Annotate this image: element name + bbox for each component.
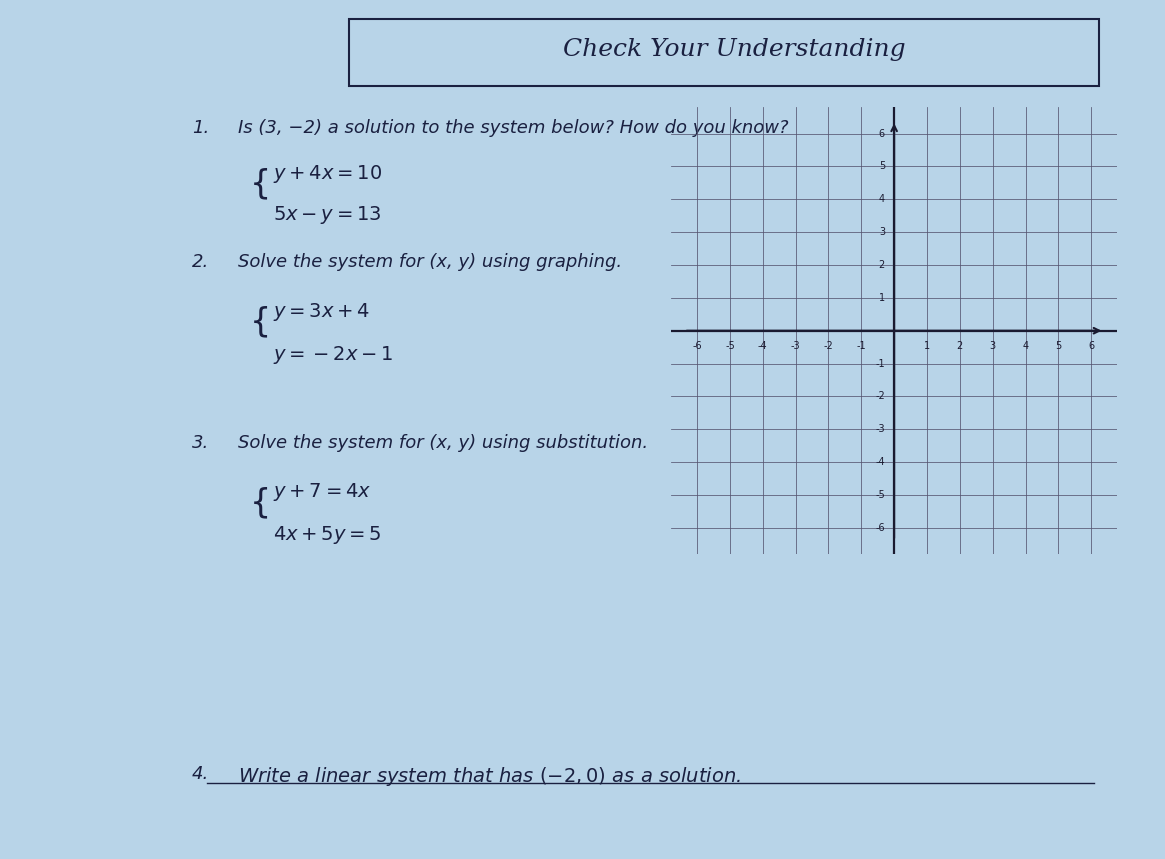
Text: {: {	[250, 168, 271, 200]
Text: $y + 7 = 4x$: $y + 7 = 4x$	[273, 481, 372, 503]
Text: $4x + 5y = 5$: $4x + 5y = 5$	[273, 524, 382, 546]
Text: -1: -1	[875, 358, 885, 369]
Text: 2: 2	[956, 341, 963, 351]
Text: {: {	[250, 486, 271, 519]
Text: Is (3, −2) a solution to the system below? How do you know?: Is (3, −2) a solution to the system belo…	[238, 119, 788, 137]
Text: 2: 2	[878, 260, 885, 270]
Text: -3: -3	[791, 341, 800, 351]
Text: 5: 5	[878, 161, 885, 172]
Text: 1: 1	[924, 341, 930, 351]
Text: $y + 4x = 10$: $y + 4x = 10$	[273, 163, 382, 186]
Text: -3: -3	[875, 424, 885, 435]
Text: -2: -2	[824, 341, 833, 351]
Text: -5: -5	[875, 490, 885, 500]
Text: 6: 6	[878, 129, 885, 138]
Text: {: {	[250, 306, 271, 338]
Text: -6: -6	[875, 523, 885, 533]
Text: 2.: 2.	[192, 253, 210, 271]
Text: 3: 3	[989, 341, 996, 351]
Text: Write a linear system that has $(-2,0)$ as a solution.: Write a linear system that has $(-2,0)$ …	[238, 765, 741, 788]
Text: -4: -4	[875, 457, 885, 467]
Text: Solve the system for (x, y) using graphing.: Solve the system for (x, y) using graphi…	[238, 253, 622, 271]
Text: 4: 4	[878, 194, 885, 204]
Text: $y = 3x + 4$: $y = 3x + 4$	[273, 301, 370, 323]
Text: -5: -5	[725, 341, 735, 351]
Text: -4: -4	[758, 341, 768, 351]
Text: -2: -2	[875, 392, 885, 401]
Text: -1: -1	[856, 341, 866, 351]
Text: 1: 1	[878, 293, 885, 303]
Text: 4.: 4.	[192, 765, 210, 783]
Text: 3: 3	[878, 227, 885, 237]
Text: -6: -6	[692, 341, 701, 351]
Text: $y = -2x - 1$: $y = -2x - 1$	[273, 344, 394, 366]
Text: 3.: 3.	[192, 434, 210, 452]
Text: Solve the system for (x, y) using substitution.: Solve the system for (x, y) using substi…	[238, 434, 648, 452]
Text: 1.: 1.	[192, 119, 210, 137]
Text: 6: 6	[1088, 341, 1094, 351]
Text: Check Your Understanding: Check Your Understanding	[563, 39, 905, 61]
Text: 5: 5	[1055, 341, 1061, 351]
Text: 4: 4	[1023, 341, 1029, 351]
Text: $5x - y = 13$: $5x - y = 13$	[273, 204, 382, 227]
